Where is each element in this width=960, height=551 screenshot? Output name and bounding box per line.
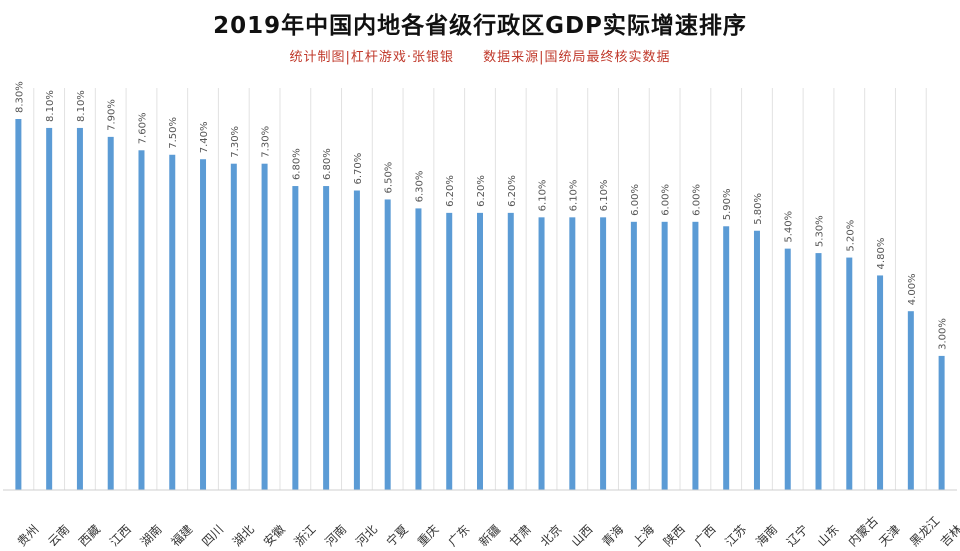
category-label: 内蒙古 bbox=[845, 513, 881, 549]
category-label: 吉林 bbox=[938, 522, 960, 549]
value-label: 8.30% bbox=[14, 81, 25, 113]
value-label: 6.00% bbox=[630, 184, 641, 216]
value-label: 6.80% bbox=[291, 148, 302, 180]
value-label: 6.00% bbox=[661, 184, 672, 216]
value-label: 4.00% bbox=[907, 273, 918, 305]
value-label: 6.10% bbox=[538, 180, 549, 212]
value-label: 6.10% bbox=[568, 180, 579, 212]
category-label: 贵州 bbox=[15, 522, 42, 549]
bar-黑龙江 bbox=[907, 311, 914, 490]
category-label: 黑龙江 bbox=[907, 514, 942, 549]
category-label: 青海 bbox=[599, 522, 627, 550]
category-label: 福建 bbox=[168, 522, 196, 550]
value-label: 8.10% bbox=[76, 90, 87, 122]
value-label: 7.90% bbox=[107, 99, 118, 131]
value-label: 5.80% bbox=[753, 193, 764, 225]
value-label: 6.70% bbox=[353, 153, 364, 185]
value-label: 6.80% bbox=[322, 148, 333, 180]
bar-陕西 bbox=[661, 221, 668, 490]
value-label: 6.00% bbox=[691, 184, 702, 216]
value-label: 7.30% bbox=[261, 126, 272, 158]
bar-内蒙古 bbox=[846, 257, 853, 490]
category-label: 河南 bbox=[322, 522, 350, 550]
bar-湖北 bbox=[230, 163, 237, 490]
category-label: 广东 bbox=[445, 522, 472, 549]
bar-江西 bbox=[107, 136, 114, 490]
bar-青海 bbox=[600, 217, 607, 491]
value-label: 6.20% bbox=[507, 175, 518, 207]
category-label: 北京 bbox=[538, 522, 565, 549]
bar-河南 bbox=[323, 186, 330, 490]
bar-宁夏 bbox=[384, 199, 391, 490]
value-label: 6.30% bbox=[414, 171, 425, 203]
bar-海南 bbox=[753, 230, 760, 490]
category-label: 广西 bbox=[692, 522, 719, 549]
value-label: 6.50% bbox=[384, 162, 395, 194]
category-label: 山西 bbox=[569, 522, 596, 549]
value-label: 7.50% bbox=[168, 117, 179, 149]
chart-title: 2019年中国内地各省级行政区GDP实际增速排序 bbox=[213, 13, 747, 39]
category-label: 天津 bbox=[876, 522, 903, 549]
value-label: 5.90% bbox=[722, 188, 733, 220]
bar-河北 bbox=[353, 190, 360, 490]
category-label: 安徽 bbox=[260, 522, 288, 550]
category-label: 海南 bbox=[752, 522, 780, 550]
bar-西藏 bbox=[76, 127, 83, 490]
bar-江苏 bbox=[723, 226, 730, 491]
value-label: 7.40% bbox=[199, 121, 210, 153]
category-label: 上海 bbox=[629, 522, 657, 550]
bar-贵州 bbox=[15, 119, 22, 490]
bar-甘肃 bbox=[507, 212, 514, 490]
bar-广东 bbox=[446, 212, 453, 490]
category-label: 河北 bbox=[353, 522, 380, 549]
value-label: 5.30% bbox=[815, 215, 826, 247]
bar-山西 bbox=[569, 217, 576, 491]
value-label: 7.30% bbox=[230, 126, 241, 158]
value-label: 7.60% bbox=[137, 113, 148, 145]
value-label: 5.40% bbox=[784, 211, 795, 243]
bar-广西 bbox=[692, 221, 699, 490]
category-label: 湖南 bbox=[137, 522, 165, 550]
category-label: 山东 bbox=[815, 522, 842, 549]
category-label: 四川 bbox=[199, 522, 226, 549]
bar-上海 bbox=[630, 221, 637, 490]
bar-吉林 bbox=[938, 355, 945, 490]
bar-湖南 bbox=[138, 150, 145, 490]
category-label: 新疆 bbox=[476, 522, 504, 550]
source-text: 数据来源|国统局最终核实数据 bbox=[483, 50, 671, 65]
bar-山东 bbox=[815, 253, 822, 490]
bar-天津 bbox=[877, 275, 884, 490]
category-label: 湖北 bbox=[229, 522, 257, 550]
category-label: 浙江 bbox=[292, 522, 319, 549]
category-label: 辽宁 bbox=[783, 522, 811, 550]
category-label: 云南 bbox=[45, 522, 73, 550]
bar-浙江 bbox=[292, 186, 299, 490]
category-label: 甘肃 bbox=[507, 522, 534, 549]
credit-text: 统计制图|杠杆游戏·张银银 bbox=[289, 50, 454, 65]
value-label: 3.00% bbox=[938, 318, 949, 350]
category-label: 江苏 bbox=[722, 522, 749, 549]
category-label: 宁夏 bbox=[383, 522, 411, 550]
value-label: 6.10% bbox=[599, 180, 610, 212]
bar-安徽 bbox=[261, 163, 268, 490]
category-label: 陕西 bbox=[660, 522, 688, 550]
bar-辽宁 bbox=[784, 248, 791, 490]
bar-北京 bbox=[538, 217, 545, 491]
value-label: 5.20% bbox=[845, 220, 856, 252]
bar-福建 bbox=[169, 154, 176, 490]
value-label: 4.80% bbox=[876, 238, 887, 270]
value-label: 6.20% bbox=[445, 175, 456, 207]
value-label: 8.10% bbox=[45, 90, 56, 122]
chart-subtitle: 统计制图|杠杆游戏·张银银 数据来源|国统局最终核实数据 bbox=[0, 46, 960, 65]
category-label: 西藏 bbox=[76, 522, 103, 549]
bar-新疆 bbox=[477, 212, 483, 490]
category-label: 重庆 bbox=[415, 522, 442, 549]
bar-云南 bbox=[46, 127, 53, 490]
category-label: 江西 bbox=[107, 522, 134, 549]
bar-四川 bbox=[200, 159, 207, 490]
value-label: 6.20% bbox=[476, 175, 487, 207]
bar-重庆 bbox=[415, 208, 422, 490]
